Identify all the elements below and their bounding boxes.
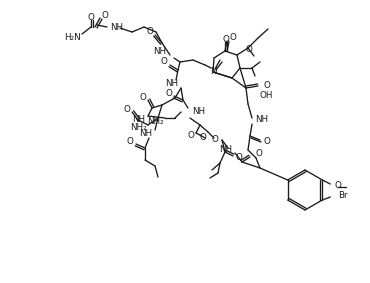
- Text: NH: NH: [192, 108, 205, 117]
- Text: N: N: [210, 68, 216, 76]
- Text: NH: NH: [139, 130, 152, 138]
- Text: NH: NH: [165, 80, 178, 89]
- Text: NH: NH: [255, 115, 268, 125]
- Text: NH: NH: [110, 23, 123, 33]
- Text: O: O: [334, 181, 341, 190]
- Text: H₂N: H₂N: [64, 33, 80, 42]
- Text: NH: NH: [153, 48, 166, 57]
- Text: O: O: [229, 33, 236, 42]
- Text: O: O: [165, 89, 172, 98]
- Text: O: O: [256, 149, 263, 158]
- Text: O: O: [263, 136, 270, 145]
- Text: O: O: [146, 27, 153, 37]
- Text: O: O: [223, 35, 229, 44]
- Text: NH: NH: [219, 145, 232, 155]
- Text: O: O: [102, 10, 109, 20]
- Text: NH₂: NH₂: [147, 117, 163, 127]
- Text: O: O: [88, 12, 94, 22]
- Text: O: O: [245, 46, 252, 55]
- Text: O: O: [264, 82, 271, 91]
- Text: NH: NH: [132, 115, 145, 125]
- Text: O: O: [160, 57, 167, 67]
- Text: O: O: [123, 104, 130, 113]
- Text: O: O: [211, 136, 218, 145]
- Text: O: O: [236, 153, 243, 162]
- Text: O: O: [139, 93, 146, 102]
- Text: NH₂: NH₂: [130, 123, 146, 132]
- Text: O: O: [187, 132, 194, 140]
- Text: O: O: [126, 136, 133, 145]
- Text: O: O: [200, 134, 207, 143]
- Text: OH: OH: [260, 91, 273, 100]
- Text: Br: Br: [338, 192, 348, 200]
